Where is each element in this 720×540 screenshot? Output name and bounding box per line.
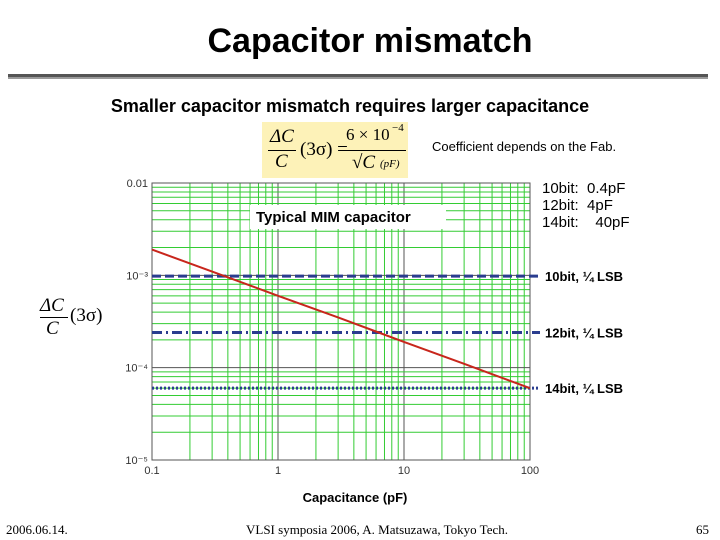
footer-venue: VLSI symposia 2006, A. Matsuzawa, Tokyo … — [246, 522, 509, 537]
x-axis-label: Capacitance (pF) — [303, 490, 408, 505]
annotation-typical-mim: Typical MIM capacitor — [256, 209, 411, 226]
formula-rhs-denominator: √C — [352, 152, 376, 173]
formula-box: ΔC C (3σ) = 6 × 10 −4 √C (pF) — [262, 122, 408, 178]
lsb-label-2: 14bit, ¼ LSB — [545, 381, 623, 396]
footer-page: 65 — [696, 522, 709, 537]
lsb-label-0: 10bit, ¼ LSB — [545, 269, 623, 284]
lsb-label-1: 12bit, ¼ LSB — [545, 326, 623, 341]
y-tick-label: 10⁻⁴ — [125, 363, 148, 375]
bit-row-10: 10bit: 0.4pF — [542, 180, 630, 197]
formula-lhs-denominator: C — [275, 151, 288, 172]
plot-frame — [151, 182, 531, 461]
y-tick-label: 10⁻³ — [126, 270, 148, 282]
x-tick-label: 100 — [521, 465, 539, 477]
bit-label: 12bit: — [542, 197, 579, 214]
bit-label: 10bit: — [542, 180, 579, 197]
footer-date: 2006.06.14. — [6, 522, 68, 537]
mismatch-series-line-0 — [151, 248, 531, 390]
bit-row-12: 12bit: 4pF — [542, 197, 630, 214]
ylabel-denominator: C — [46, 318, 59, 339]
formula-rhs-unit: (pF) — [380, 158, 400, 170]
y-tick-label: 0.01 — [127, 178, 148, 190]
formula-rhs-exponent: −4 — [392, 122, 404, 134]
formula-rhs-bar — [344, 150, 406, 151]
bit-value: 4pF — [587, 197, 613, 214]
formula-rhs-numerator: 6 × 10 — [346, 125, 390, 144]
bit-label: 14bit: — [542, 214, 579, 231]
coefficient-note: Coefficient depends on the Fab. — [432, 139, 617, 154]
slide-subtitle: Smaller capacitor mismatch requires larg… — [110, 96, 590, 116]
x-tick-label: 10 — [398, 465, 410, 477]
formula-lhs-paren: (3σ) = — [300, 139, 348, 160]
slide-title: Capacitor mismatch — [207, 22, 533, 60]
annotation-background — [250, 205, 446, 229]
title-rule — [8, 74, 708, 79]
ylabel-numerator: ΔC — [40, 295, 64, 316]
x-tick-label: 0.1 — [144, 465, 159, 477]
ylabel-bar — [40, 317, 68, 318]
bit-value: 0.4pF — [587, 180, 626, 197]
bit-row-14: 14bit: 40pF — [542, 214, 630, 231]
y-tick-label: 10⁻⁵ — [125, 455, 148, 467]
formula-lhs-bar — [268, 150, 296, 151]
bit-value: 40pF — [595, 214, 630, 231]
formula-lhs-numerator: ΔC — [270, 126, 294, 147]
x-tick-label: 1 — [275, 465, 281, 477]
ylabel-paren: (3σ) — [70, 305, 103, 326]
bit-capacitance-list: 10bit: 0.4pF 12bit: 4pF 14bit: 40pF — [542, 180, 630, 231]
